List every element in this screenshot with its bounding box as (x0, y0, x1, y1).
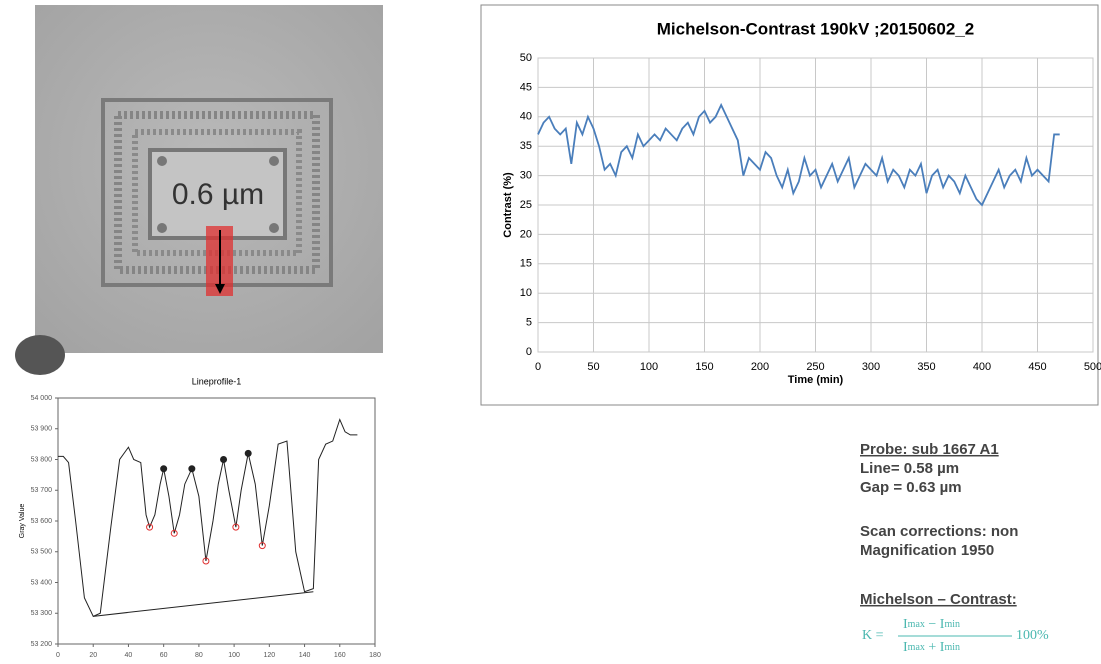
y-tick-label: 50 (520, 52, 532, 64)
y-tick-label: 10 (520, 287, 532, 299)
x-tick-label: 80 (195, 652, 203, 659)
marker (232, 523, 240, 531)
formula: K = Imax − Imin Imax + Imin 100% (862, 617, 1049, 655)
y-axis-label: Gray Value (19, 504, 26, 539)
note: Michelson – Contrast: (860, 591, 1017, 608)
data-line (93, 591, 314, 617)
formula-part: I (903, 640, 908, 655)
subscript: min (944, 642, 960, 653)
x-tick-label: 0 (535, 361, 541, 373)
micrograph: 0.6 µm (15, 5, 383, 375)
y-tick-label: 20 (520, 228, 532, 240)
formula-denominator: Imax + Imin (903, 640, 960, 655)
note: Gap = 0.63 µm (860, 479, 962, 496)
y-tick-label: 30 (520, 170, 532, 182)
x-tick-label: 50 (587, 361, 599, 373)
marker (160, 465, 168, 473)
x-tick-label: 120 (263, 652, 275, 659)
chart-title: Lineprofile-1 (192, 376, 242, 386)
x-tick-label: 40 (125, 652, 133, 659)
data-line (537, 102, 1060, 207)
formula-numerator: Imax − Imin (903, 617, 960, 632)
x-tick-label: 400 (973, 361, 991, 373)
formula-rhs: 100% (1016, 628, 1049, 643)
y-tick-label: 53 800 (31, 456, 53, 463)
x-tick-label: 150 (695, 361, 713, 373)
note: Scan corrections: non (860, 523, 1018, 540)
chart-title: Michelson-Contrast 190kV ;20150602_2 (657, 19, 975, 38)
x-tick-label: 140 (299, 652, 311, 659)
x-tick-label: 450 (1028, 361, 1046, 373)
marker (170, 529, 178, 537)
y-tick-label: 53 500 (31, 549, 53, 556)
x-tick-label: 100 (640, 361, 658, 373)
y-tick-label: 53 200 (31, 641, 53, 648)
plot-frame (537, 57, 1094, 353)
x-tick-label: 60 (160, 652, 168, 659)
marker (188, 465, 196, 473)
plot-frame (57, 397, 376, 645)
formula-part: I (903, 617, 908, 632)
x-tick-label: 300 (862, 361, 880, 373)
x-tick-label: 20 (89, 652, 97, 659)
formula-part: I (940, 617, 945, 632)
y-tick-label: 53 700 (31, 487, 53, 494)
notes: Probe: sub 1667 A1 Line= 0.58 µm Gap = 0… (860, 441, 1018, 608)
y-tick-label: 53 600 (31, 518, 53, 525)
y-tick-label: 54 000 (31, 395, 53, 402)
y-axis-label: Contrast (%) (502, 172, 514, 238)
marker (258, 542, 266, 550)
y-tick-label: 53 300 (31, 610, 53, 617)
subscript: max (908, 619, 925, 630)
y-tick-label: 15 (520, 258, 532, 270)
note: Magnification 1950 (860, 542, 994, 559)
y-tick-label: 45 (520, 81, 532, 93)
subscript: min (944, 619, 960, 630)
x-tick-label: 200 (751, 361, 769, 373)
scale-label: 0.6 µm (172, 178, 264, 211)
x-tick-label: 250 (806, 361, 824, 373)
formula-part: I (940, 640, 945, 655)
note: Probe: sub 1667 A1 (860, 441, 999, 458)
marker (220, 456, 228, 463)
marker (202, 557, 210, 565)
formula-part: + (925, 640, 940, 655)
formula-part: − (925, 617, 940, 632)
data-line (58, 418, 358, 617)
x-tick-label: 100 (228, 652, 240, 659)
marker (146, 523, 154, 531)
marker (244, 449, 252, 457)
subscript: max (908, 642, 925, 653)
y-tick-label: 53 400 (31, 579, 53, 586)
note: Line= 0.58 µm (860, 460, 959, 477)
y-tick-label: 5 (526, 317, 532, 329)
formula-lhs: K = (862, 628, 884, 643)
x-axis-label: Time (min) (788, 374, 844, 386)
y-tick-label: 25 (520, 199, 532, 211)
y-tick-label: 35 (520, 140, 532, 152)
y-tick-label: 53 900 (31, 426, 53, 433)
x-tick-label: 180 (369, 652, 381, 659)
y-tick-label: 0 (526, 346, 532, 358)
x-tick-label: 0 (56, 652, 60, 659)
x-tick-label: 350 (917, 361, 935, 373)
y-tick-label: 40 (520, 111, 532, 123)
x-tick-label: 160 (334, 652, 346, 659)
x-tick-label: 500 (1084, 361, 1101, 373)
